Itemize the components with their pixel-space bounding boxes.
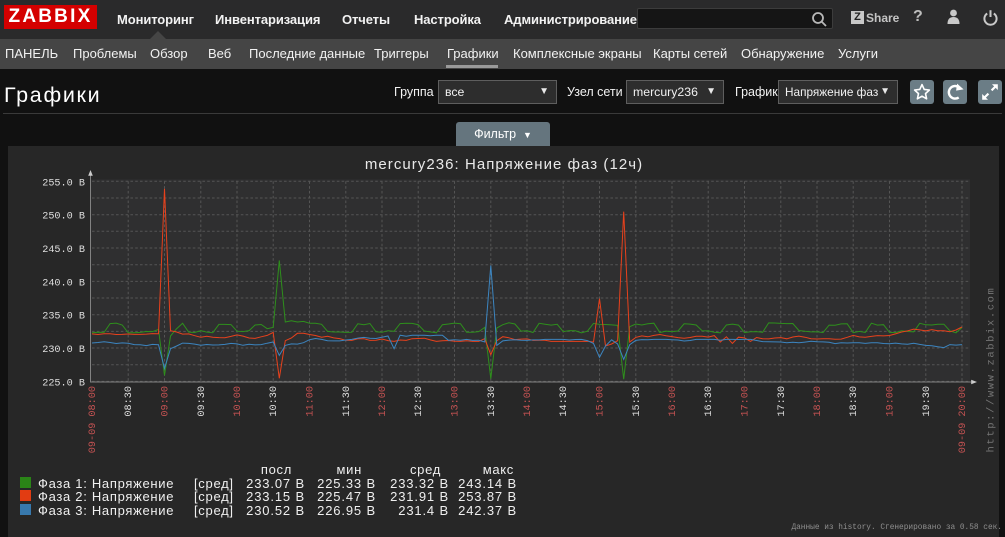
svg-text:14:00: 14:00 bbox=[523, 386, 534, 417]
svg-text:09-09 08:00: 09-09 08:00 bbox=[88, 386, 99, 453]
svg-text:15:00: 15:00 bbox=[596, 386, 607, 417]
svg-text:19:30: 19:30 bbox=[922, 386, 933, 417]
svg-text:11:30: 11:30 bbox=[342, 386, 353, 417]
svg-text:240.0 В: 240.0 В bbox=[42, 278, 85, 289]
svg-text:13:30: 13:30 bbox=[487, 386, 498, 417]
svg-text:17:30: 17:30 bbox=[777, 386, 788, 417]
svg-text:225.0 В: 225.0 В bbox=[42, 378, 85, 389]
svg-text:09:30: 09:30 bbox=[197, 386, 208, 417]
svg-text:13:00: 13:00 bbox=[451, 386, 462, 417]
svg-text:09-09 20:00: 09-09 20:00 bbox=[958, 386, 969, 453]
svg-text:17:00: 17:00 bbox=[741, 386, 752, 417]
svg-text:09:00: 09:00 bbox=[161, 386, 172, 417]
svg-text:245.0 В: 245.0 В bbox=[42, 245, 85, 256]
svg-text:08:30: 08:30 bbox=[124, 386, 135, 417]
svg-text:10:30: 10:30 bbox=[269, 386, 280, 417]
svg-text:18:30: 18:30 bbox=[849, 386, 860, 417]
svg-text:12:00: 12:00 bbox=[378, 386, 389, 417]
svg-text:235.0 В: 235.0 В bbox=[42, 312, 85, 323]
svg-text:255.0 В: 255.0 В bbox=[42, 178, 85, 189]
svg-text:19:00: 19:00 bbox=[886, 386, 897, 417]
svg-text:10:00: 10:00 bbox=[233, 386, 244, 417]
svg-text:12:30: 12:30 bbox=[414, 386, 425, 417]
svg-text:11:00: 11:00 bbox=[306, 386, 317, 417]
svg-text:14:30: 14:30 bbox=[559, 386, 570, 417]
svg-text:250.0 В: 250.0 В bbox=[42, 212, 85, 223]
svg-text:16:00: 16:00 bbox=[668, 386, 679, 417]
svg-text:230.0 В: 230.0 В bbox=[42, 345, 85, 356]
svg-text:18:00: 18:00 bbox=[813, 386, 824, 417]
svg-text:15:30: 15:30 bbox=[632, 386, 643, 417]
svg-text:16:30: 16:30 bbox=[704, 386, 715, 417]
